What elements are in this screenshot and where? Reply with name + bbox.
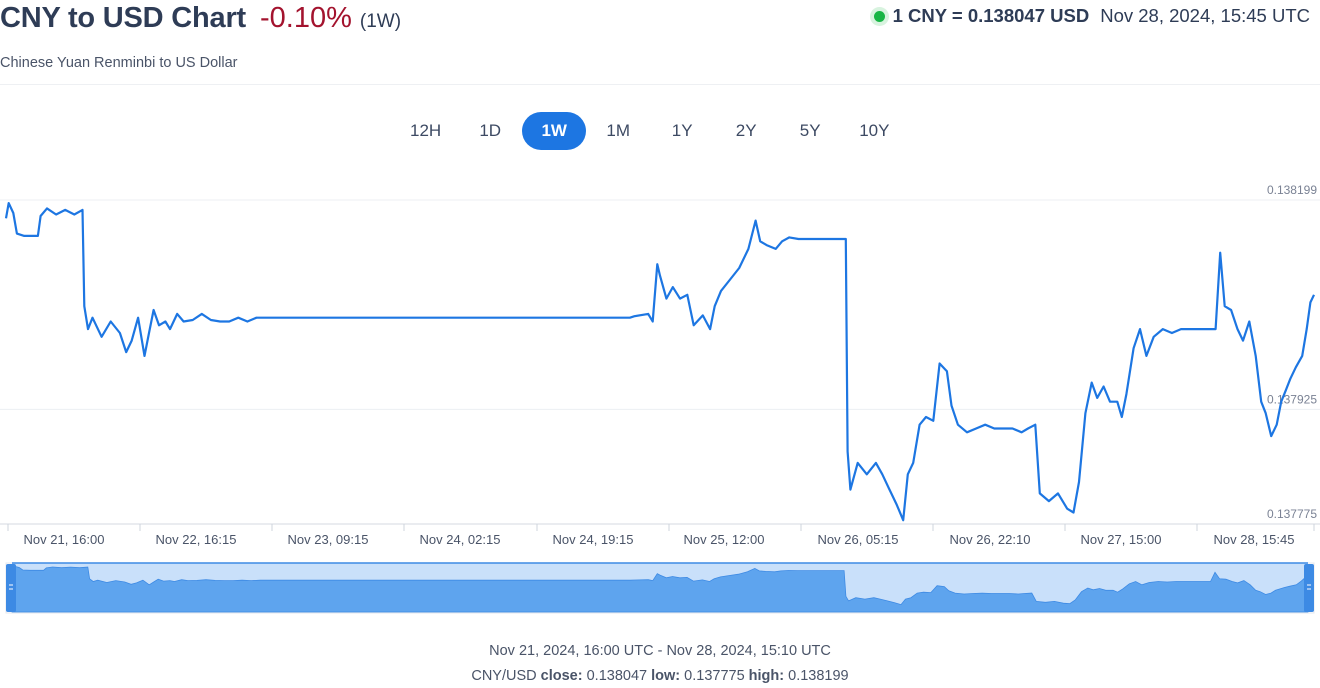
chart-header: CNY to USD Chart -0.10% (1W) Chinese Yua… bbox=[0, 0, 1320, 85]
price-line bbox=[4, 202, 1315, 522]
x-tick-label: Nov 26, 22:10 bbox=[950, 532, 1031, 547]
x-tick-label: Nov 25, 12:00 bbox=[684, 532, 765, 547]
date-range: Nov 21, 2024, 16:00 UTC - Nov 28, 2024, … bbox=[489, 643, 831, 659]
navigator-area bbox=[11, 565, 1309, 613]
pair-subtitle: Chinese Yuan Renminbi to US Dollar bbox=[0, 55, 238, 71]
x-tick-label: Nov 21, 16:00 bbox=[24, 532, 105, 547]
high-label: high: bbox=[748, 668, 785, 684]
x-tick-label: Nov 22, 16:15 bbox=[156, 532, 237, 547]
range-navigator[interactable] bbox=[0, 560, 1320, 616]
pair-label: CNY/USD bbox=[471, 668, 537, 684]
x-tick-label: Nov 28, 15:45 bbox=[1214, 532, 1295, 547]
page-title: CNY to USD Chart bbox=[0, 2, 247, 34]
x-tick-label: Nov 26, 05:15 bbox=[818, 532, 899, 547]
change-percent: -0.10% bbox=[260, 2, 352, 34]
range-tab-1y[interactable]: 1Y bbox=[671, 121, 693, 140]
y-tick-label: 0.138199 bbox=[1267, 183, 1317, 197]
navigator-left-handle-grip[interactable] bbox=[6, 564, 16, 612]
live-status-icon bbox=[873, 10, 885, 22]
price-chart[interactable]: 0.138199 0.137925 0.137775 Nov 21, 16:00 Nov… bbox=[0, 180, 1320, 552]
navigator-right-handle-grip[interactable] bbox=[1304, 564, 1314, 612]
range-tab-5y[interactable]: 5Y bbox=[799, 121, 821, 140]
low-value: 0.137775 bbox=[684, 668, 745, 684]
y-tick-label: 0.137925 bbox=[1267, 392, 1317, 406]
title-row: CNY to USD Chart -0.10% (1W) bbox=[0, 2, 401, 35]
range-tab-1m[interactable]: 1M bbox=[606, 121, 630, 140]
range-tab-10y[interactable]: 10Y bbox=[859, 121, 890, 140]
low-label: low: bbox=[651, 668, 681, 684]
range-tab-1d[interactable]: 1D bbox=[479, 121, 502, 140]
x-tick-label: Nov 23, 09:15 bbox=[288, 532, 369, 547]
x-tick-label: Nov 27, 15:00 bbox=[1081, 532, 1162, 547]
live-rate: 1 CNY = 0.138047 USD Nov 28, 2024, 15:45… bbox=[873, 5, 1310, 27]
close-value: 0.138047 bbox=[586, 668, 648, 684]
range-tabs: 12H 1D 1W 1M 1Y 2Y 5Y 10Y bbox=[393, 112, 906, 150]
x-tick-label: Nov 24, 02:15 bbox=[420, 532, 501, 547]
stats-summary: CNY/USD close: 0.138047 low: 0.137775 hi… bbox=[0, 668, 1320, 684]
rate-value: 1 CNY = 0.138047 USD bbox=[892, 5, 1090, 26]
navigator-left-handle[interactable] bbox=[6, 564, 16, 612]
y-tick-label: 0.137775 bbox=[1267, 507, 1317, 521]
close-label: close: bbox=[540, 668, 583, 684]
range-tab-2y[interactable]: 2Y bbox=[735, 121, 757, 140]
high-value: 0.138199 bbox=[788, 668, 849, 684]
change-period: (1W) bbox=[359, 11, 402, 32]
navigator-right-handle[interactable] bbox=[1304, 564, 1314, 612]
range-tab-12h[interactable]: 12H bbox=[410, 121, 442, 140]
rate-timestamp: Nov 28, 2024, 15:45 UTC bbox=[1100, 5, 1310, 26]
x-tick-label: Nov 24, 19:15 bbox=[553, 532, 634, 547]
range-tab-1w[interactable]: 1W bbox=[522, 112, 587, 150]
